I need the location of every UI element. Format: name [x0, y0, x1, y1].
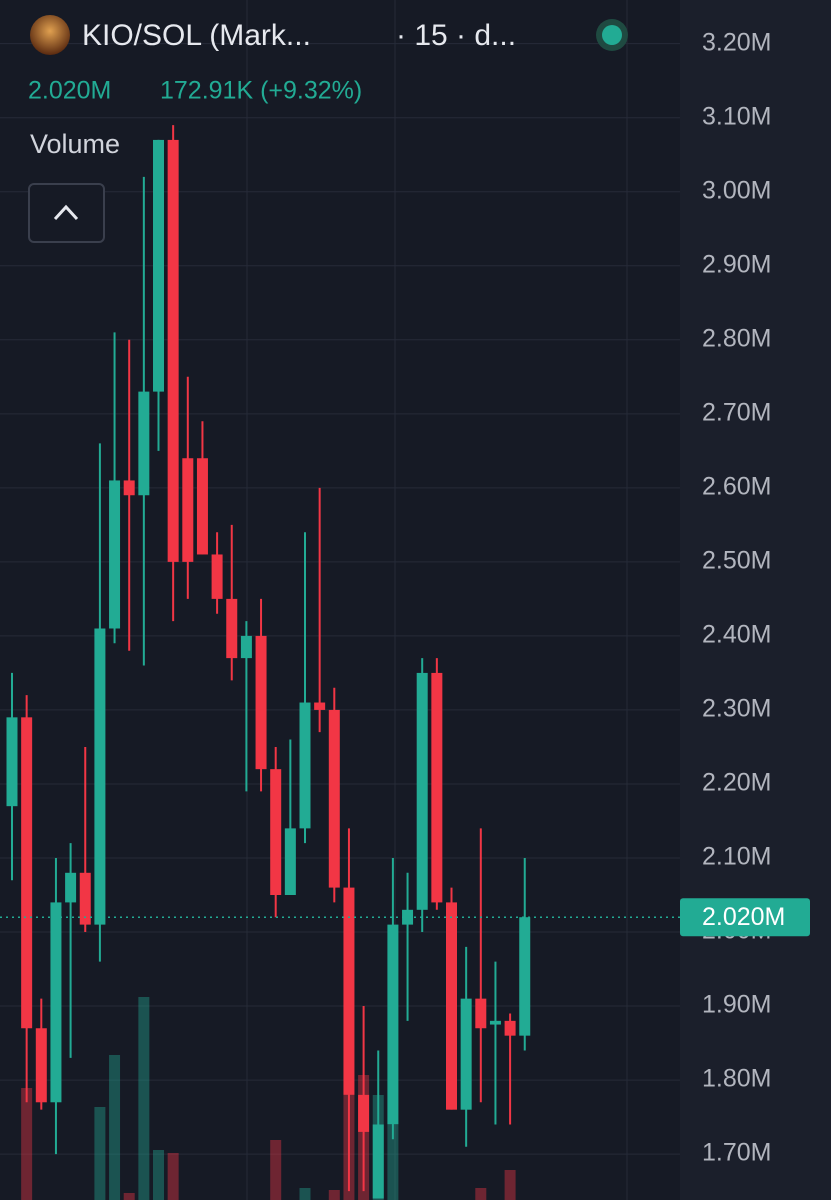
candle-body: [138, 391, 150, 496]
volume-bar: [138, 997, 150, 1200]
y-tick-label: 2.30M: [702, 695, 771, 723]
volume-label: Volume: [30, 129, 120, 159]
header-change: 172.91K (+9.32%): [160, 77, 362, 105]
candle-body: [182, 458, 194, 562]
y-tick-label: 3.10M: [702, 102, 771, 130]
chevron-icon: [53, 204, 79, 221]
y-tick-label: 2.50M: [702, 546, 771, 574]
volume-bar: [475, 1188, 487, 1200]
candle-body: [65, 872, 77, 903]
y-tick-label: 2.70M: [702, 398, 771, 426]
candle-body: [196, 458, 208, 555]
candle-body: [211, 554, 223, 599]
candle-body: [153, 139, 164, 392]
y-tick-label: 3.00M: [702, 176, 771, 204]
volume-bar: [21, 1088, 33, 1200]
y-tick-label: 2.60M: [702, 472, 771, 500]
candle-body: [372, 1124, 384, 1199]
last-price-badge: [680, 898, 810, 937]
candle-body: [79, 872, 91, 925]
candle-body: [504, 1020, 516, 1036]
y-tick-label: 1.90M: [702, 991, 771, 1019]
candle-body: [123, 480, 135, 496]
y-tick-label: 1.80M: [702, 1065, 771, 1093]
collapse-button[interactable]: [28, 183, 105, 243]
candle-body: [387, 924, 399, 1125]
candle-body: [284, 828, 296, 896]
candle-body: [270, 769, 282, 896]
header-price: 2.020M: [28, 77, 111, 105]
candle-body: [489, 1020, 501, 1025]
candle-body: [35, 1028, 47, 1103]
volume-bar: [94, 1107, 106, 1200]
y-tick-label: 1.70M: [702, 1139, 771, 1167]
volume-bar: [167, 1153, 179, 1200]
candle-body: [299, 702, 311, 829]
candle-body: [6, 717, 18, 807]
price-axis-panel: [680, 0, 831, 1200]
candle-body: [358, 1094, 370, 1132]
candle-body: [94, 628, 106, 925]
candle-body: [21, 717, 33, 1029]
symbol[interactable]: KIO/SOL (Mark...: [82, 19, 311, 52]
volume-bar: [270, 1140, 282, 1200]
y-tick-label: 2.40M: [702, 621, 771, 649]
volume-bar: [299, 1188, 311, 1200]
candle-body: [314, 702, 326, 710]
status-dot: [602, 25, 622, 45]
candle-body: [431, 672, 443, 903]
candle-body: [167, 139, 179, 562]
candle-body: [446, 902, 457, 1110]
y-tick-label: 2.20M: [702, 769, 771, 797]
token-icon: [30, 15, 70, 55]
y-tick-label: 2.80M: [702, 324, 771, 352]
y-tick-label: 2.90M: [702, 250, 771, 278]
interval[interactable]: · 15 · d...: [396, 19, 516, 52]
candle-body: [328, 709, 340, 888]
candle-body: [240, 635, 252, 659]
volume-bar: [123, 1193, 135, 1200]
last-price-label: 2.020M: [702, 903, 785, 931]
volume-bar: [328, 1190, 340, 1200]
candle-body: [475, 998, 487, 1029]
candle-body: [50, 902, 62, 1103]
candle-body: [226, 598, 238, 659]
candle-body: [255, 635, 267, 770]
candle-body: [519, 917, 531, 1036]
candle-body: [416, 672, 428, 910]
volume-bar: [387, 1125, 399, 1200]
volume-bar: [153, 1150, 164, 1200]
candle-body: [109, 480, 121, 629]
candle-body: [343, 887, 355, 1095]
y-tick-label: 3.20M: [702, 28, 771, 56]
candle-body: [460, 998, 472, 1110]
volume-bar: [109, 1055, 121, 1200]
y-tick-label: 2.10M: [702, 843, 771, 871]
volume-bar: [504, 1170, 516, 1200]
candle-body: [402, 909, 414, 925]
